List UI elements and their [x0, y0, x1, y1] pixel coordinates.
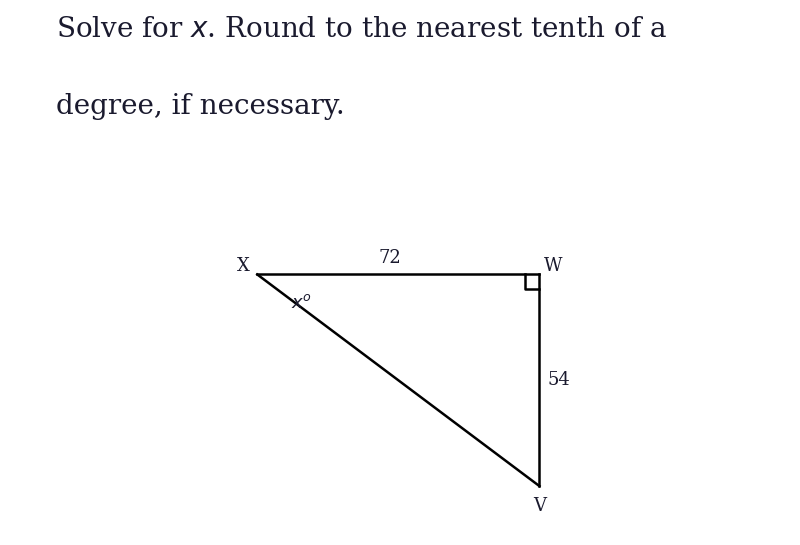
Text: 54: 54 — [548, 371, 570, 389]
Text: degree, if necessary.: degree, if necessary. — [56, 93, 345, 120]
Text: V: V — [533, 497, 546, 515]
Text: 72: 72 — [378, 249, 402, 267]
Text: X: X — [237, 257, 250, 275]
Text: W: W — [544, 257, 563, 275]
Text: $x^{o}$: $x^{o}$ — [291, 294, 312, 312]
Text: Solve for $x$. Round to the nearest tenth of a: Solve for $x$. Round to the nearest tent… — [56, 16, 667, 44]
